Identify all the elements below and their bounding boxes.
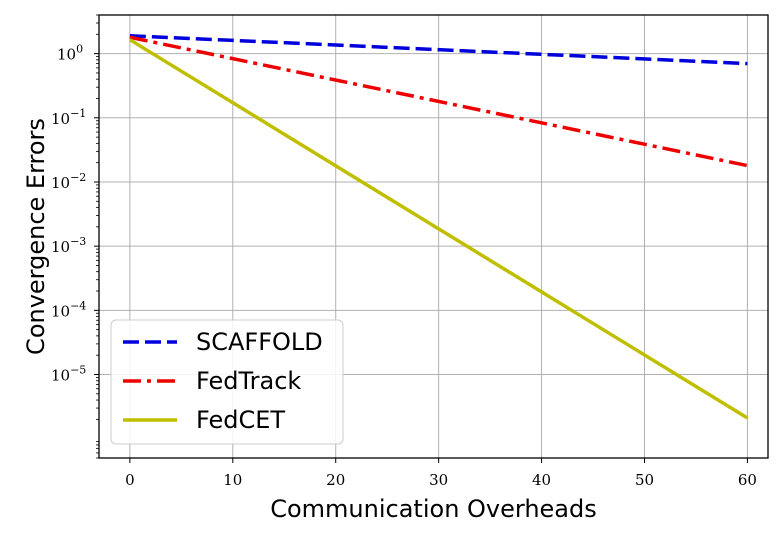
x-tick-label: 50 [635,471,654,489]
y-tick-base: 10 [51,238,70,256]
series-line-fedtrack [129,35,748,168]
x-axis-label: Communication Overheads [270,495,597,523]
y-tick-exponent: −1 [70,107,86,120]
legend-label: FedCET [196,406,285,434]
x-tick-label: 40 [532,471,551,489]
x-tick-label: 0 [125,471,135,489]
y-tick-base: 10 [57,46,76,64]
x-tick-label: 20 [326,471,345,489]
y-tick-base: 10 [51,302,70,320]
plot-frame [98,14,769,459]
y-tick-label: 10−2 [51,171,86,192]
series-line-fedcet [128,38,749,420]
y-tick-exponent: −4 [70,299,86,312]
y-tick-base: 10 [51,174,70,192]
y-tick-exponent: −2 [70,171,86,184]
y-axis-label: Convergence Errors [22,118,50,355]
y-tick-exponent: −3 [70,235,86,248]
y-tick-exponent: −5 [70,364,86,377]
y-tick-label: 100 [57,43,83,64]
y-tick-label: 10−4 [51,299,86,320]
legend-label: SCAFFOLD [196,328,323,356]
y-tick-label: 10−5 [51,364,86,385]
legend: SCAFFOLD FedTrack FedCET [110,319,344,445]
series-layer [128,33,749,420]
y-tick-label: 10−1 [51,107,86,128]
x-tick-label: 60 [738,471,757,489]
y-tick-exponent: 0 [76,43,83,56]
y-tick-base: 10 [51,367,70,385]
grid-lines [99,15,768,458]
legend-box [110,319,344,445]
x-tick-label: 10 [223,471,242,489]
y-tick-label: 10−3 [51,235,86,256]
legend-label: FedTrack [196,367,301,395]
series-line-scaffold [129,33,748,66]
x-tick-label: 30 [429,471,448,489]
y-tick-base: 10 [51,110,70,128]
